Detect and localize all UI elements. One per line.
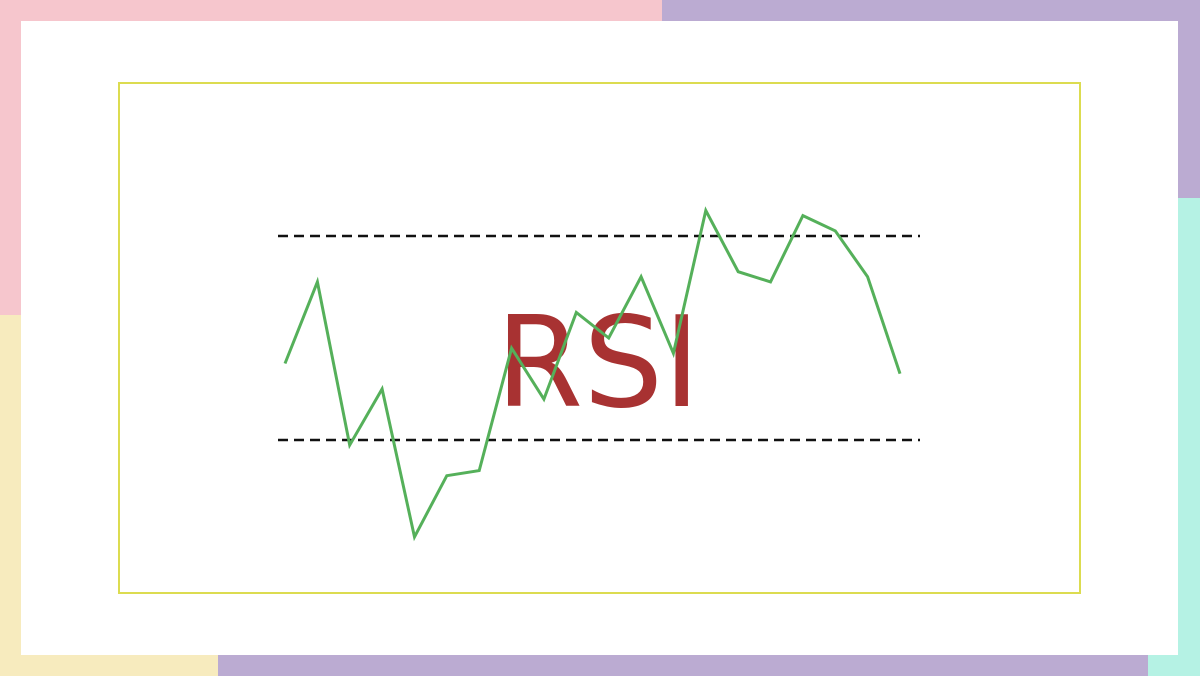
slide-card (21, 21, 1178, 655)
reference-lines (278, 234, 920, 442)
chart-title: RSI (496, 289, 701, 436)
series-layer (283, 206, 902, 542)
chart-frame (118, 82, 1081, 594)
purple-bottom-band (218, 655, 1148, 676)
rsi-series-line (283, 206, 902, 542)
